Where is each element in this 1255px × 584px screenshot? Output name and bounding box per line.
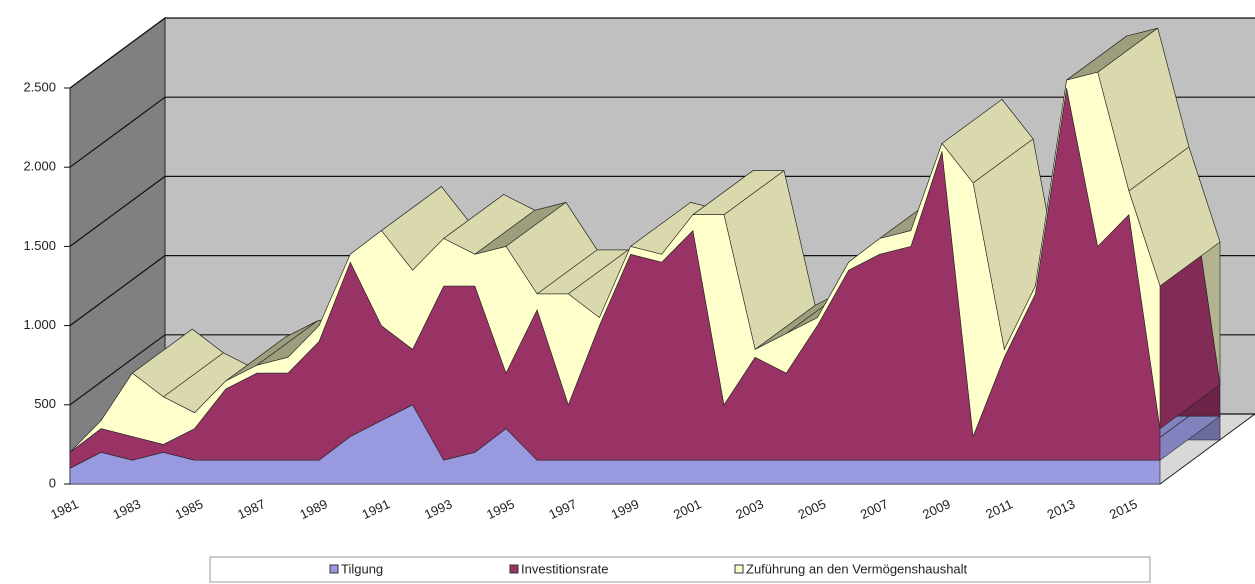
- legend-label: Investitionsrate: [521, 561, 608, 576]
- grid-line: [69, 255, 166, 327]
- y-tick-label: 1.500: [23, 238, 56, 253]
- x-tick-label: 2013: [1045, 496, 1078, 522]
- x-tick-label: 2009: [920, 496, 953, 522]
- grid-line: [69, 334, 166, 406]
- front-faces: [69, 71, 1161, 485]
- legend-label: Zuführung an den Vermögenshaushalt: [746, 561, 968, 576]
- y-tick-label: 500: [34, 396, 56, 411]
- legend-swatch: [509, 564, 519, 574]
- x-tick-label: 2015: [1107, 496, 1140, 522]
- x-tick-label: 1989: [297, 496, 330, 522]
- x-tick-label: 1997: [546, 496, 579, 522]
- x-tick-label: 2003: [733, 496, 766, 522]
- grid-line: [69, 17, 166, 89]
- x-tick-label: 1993: [422, 496, 455, 522]
- x-tick-label: 2011: [983, 496, 1015, 521]
- y-tick-label: 2.000: [23, 159, 56, 174]
- x-tick-label: 2007: [858, 496, 891, 522]
- x-tick-label: 1999: [609, 496, 642, 522]
- x-tick-label: 1987: [235, 496, 268, 522]
- y-tick-label: 1.000: [23, 317, 56, 332]
- y-tick-label: 0: [49, 475, 56, 490]
- legend-box: [209, 556, 1151, 583]
- legend-swatch: [734, 564, 744, 574]
- x-tick-label: 2001: [671, 496, 704, 522]
- x-tick-label: 1981: [48, 496, 81, 522]
- legend-swatch: [329, 564, 339, 574]
- x-tick-label: 1983: [110, 496, 143, 522]
- grid-line: [69, 175, 166, 247]
- area-front: [69, 71, 1161, 453]
- y-tick-label: 2.500: [23, 79, 56, 94]
- x-tick-label: 1995: [484, 496, 517, 522]
- grid-line: [69, 96, 166, 168]
- legend-label: Tilgung: [341, 561, 383, 576]
- x-tick-label: 1991: [360, 496, 393, 522]
- x-tick-label: 2005: [796, 496, 829, 522]
- x-tick-label: 1985: [173, 496, 206, 522]
